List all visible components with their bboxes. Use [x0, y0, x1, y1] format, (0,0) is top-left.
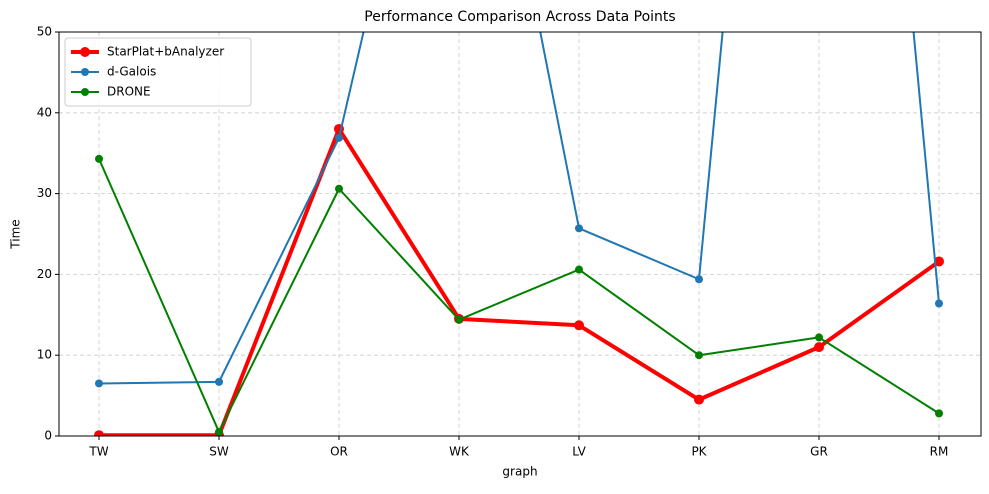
series-line: [99, 126, 941, 436]
y-tick-label: 10: [37, 348, 52, 362]
data-point: [814, 342, 824, 353]
axes-frame: [58, 31, 982, 437]
data-point: [934, 256, 944, 267]
x-tick-label: PK: [691, 445, 707, 459]
data-point: [574, 320, 584, 331]
data-point: [695, 275, 703, 284]
data-point: [215, 377, 223, 386]
grid: [59, 31, 981, 437]
y-tick-label: 40: [37, 105, 52, 119]
data-point: [215, 427, 223, 436]
legend-label: DRONE: [107, 85, 151, 99]
data-point: [94, 430, 104, 436]
data-point: [935, 409, 943, 418]
x-axis-label: graph: [502, 465, 537, 479]
data-point: [694, 394, 704, 405]
data-point: [95, 379, 103, 388]
x-tick-label: GR: [810, 445, 828, 459]
data-point: [575, 265, 583, 274]
legend-label: d-Galois: [107, 65, 156, 79]
data-point: [935, 299, 943, 308]
y-axis-label: Time: [9, 219, 23, 249]
legend-marker: [81, 68, 89, 76]
chart-title: Performance Comparison Across Data Point…: [364, 9, 675, 25]
x-tick-label: LV: [572, 445, 586, 459]
data-point: [695, 351, 703, 360]
y-tick-label: 0: [44, 429, 52, 443]
y-tick-label: 30: [37, 186, 52, 200]
data-point: [815, 333, 823, 342]
data-point: [575, 224, 583, 233]
series-line: [98, 32, 940, 385]
data-point: [95, 154, 103, 163]
data-point: [455, 315, 463, 324]
plot-area: [94, 32, 944, 436]
legend-label: StarPlat+bAnalyzer: [107, 45, 224, 59]
data-point: [335, 184, 343, 193]
x-tick-label: SW: [209, 445, 229, 459]
y-tick-label: 20: [37, 267, 52, 281]
y-tick-label: 50: [37, 25, 52, 39]
legend: StarPlat+bAnalyzer d-Galois DRONE: [64, 37, 252, 107]
legend-marker: [80, 47, 90, 57]
x-tick-label: RM: [930, 445, 949, 459]
x-tick-label: WK: [449, 445, 470, 459]
x-tick-label: TW: [88, 445, 108, 459]
series-line: [98, 158, 940, 433]
legend-marker: [81, 88, 89, 96]
data-point: [335, 133, 343, 142]
legend-box: [64, 37, 252, 107]
x-tick-label: OR: [330, 445, 348, 459]
